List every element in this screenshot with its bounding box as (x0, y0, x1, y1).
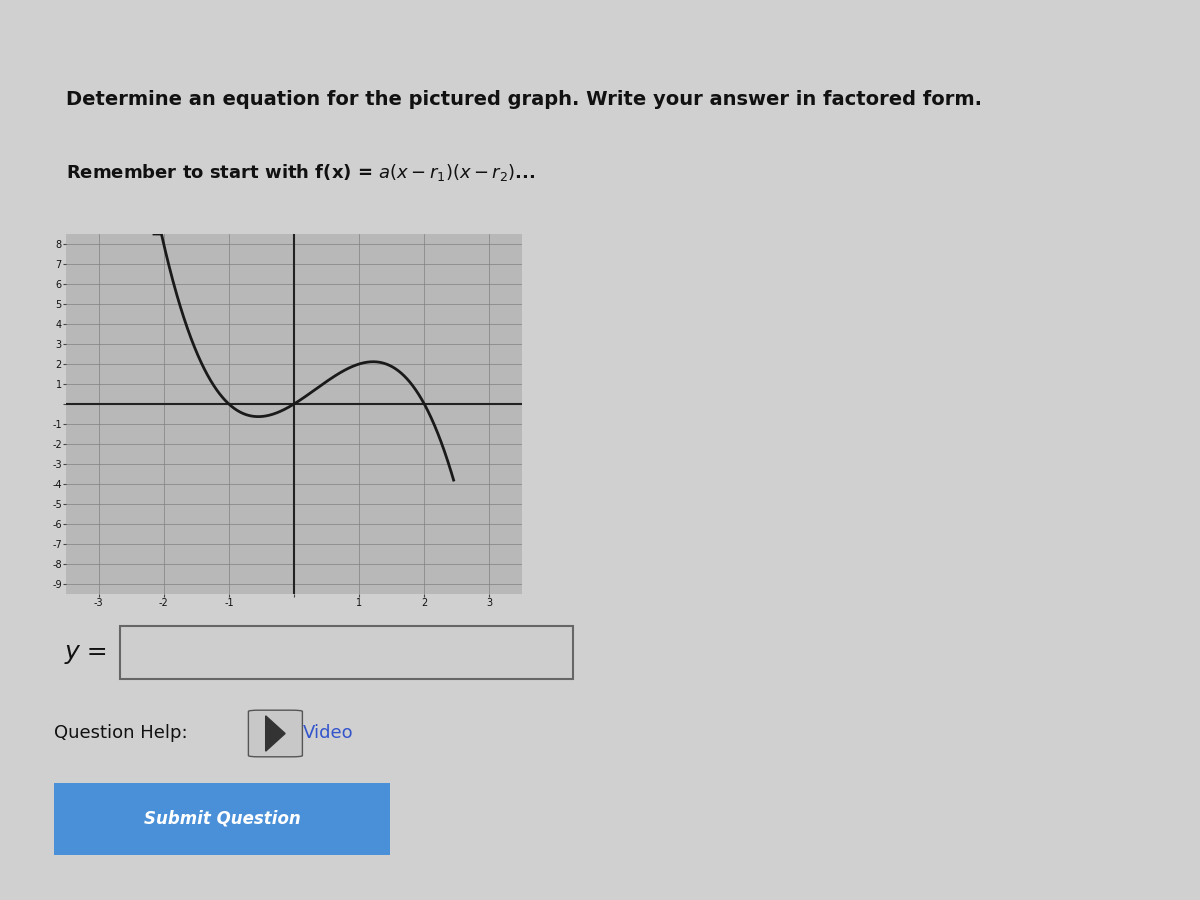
Text: Determine an equation for the pictured graph. Write your answer in factored form: Determine an equation for the pictured g… (66, 90, 982, 109)
Text: Remember to start with f(x) = $a(x - r_1)(x - r_2)$...: Remember to start with f(x) = $a(x - r_1… (66, 162, 535, 183)
Text: Submit Question: Submit Question (144, 810, 300, 828)
FancyBboxPatch shape (54, 783, 390, 855)
FancyBboxPatch shape (248, 710, 302, 757)
Polygon shape (265, 716, 286, 751)
Text: Question Help:: Question Help: (54, 724, 187, 742)
FancyBboxPatch shape (120, 626, 572, 679)
Text: Video: Video (302, 724, 353, 742)
Text: y =: y = (65, 641, 109, 664)
